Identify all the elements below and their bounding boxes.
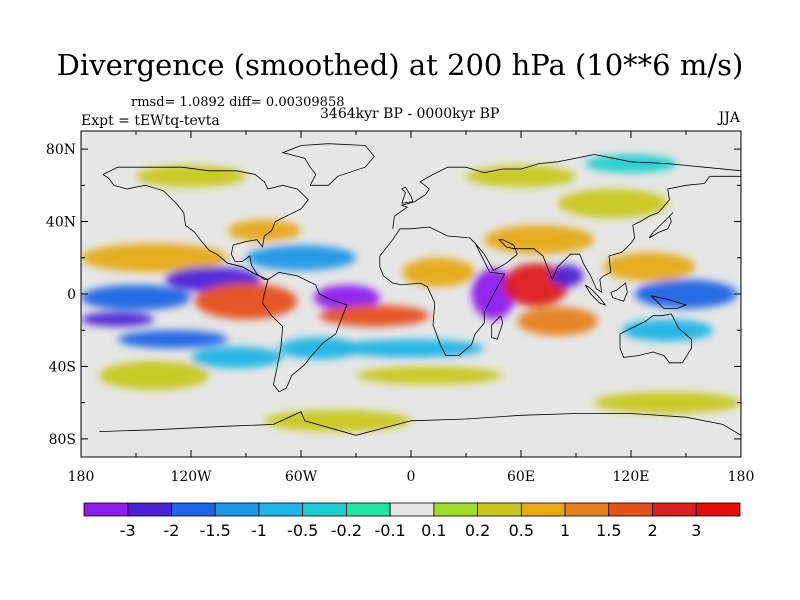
divergence-blob — [99, 361, 210, 390]
colorbar-label: -0.1 — [375, 521, 406, 540]
colorbar-swatch — [389, 502, 435, 517]
lat-tick-label: 80N — [46, 142, 76, 158]
divergence-blob — [634, 279, 738, 309]
colorbar-label: -1.5 — [200, 521, 231, 540]
divergence-blob — [246, 245, 356, 271]
colorbar-swatch — [214, 502, 260, 517]
colorbar-swatch — [171, 502, 216, 517]
lat-tick-label: 80S — [49, 432, 76, 448]
divergence-blob — [313, 284, 380, 311]
divergence-blob — [594, 391, 741, 414]
chart-title: Divergence (smoothed) at 200 hPa (10**6 … — [56, 48, 744, 82]
colorbar: -3 -2 -1.5 -1 -0.5 -0.2 -0.1 0.1 0.2 0.5 1 1.5 2 3 — [83, 502, 741, 540]
lon-tick-label: 120E — [613, 469, 650, 485]
divergence-blob — [81, 312, 155, 327]
coastline — [392, 154, 741, 229]
divergence-blob — [194, 283, 298, 320]
divergence-blob — [191, 346, 283, 369]
colorbar-swatch — [302, 502, 347, 517]
colorbar-label: 0.2 — [465, 521, 490, 540]
colorbar-label: -0.5 — [287, 521, 318, 540]
colorbar-swatch — [83, 502, 129, 517]
divergence-blob — [621, 319, 714, 342]
colorbar-label: -0.2 — [331, 521, 362, 540]
coastline — [99, 411, 741, 436]
divergence-field — [81, 154, 741, 432]
colorbar-swatch — [608, 502, 653, 517]
colorbar-label: -1 — [251, 521, 267, 540]
experiment-label: Expt = tEWtq-tevta — [81, 113, 220, 129]
colorbar-swatch — [695, 502, 741, 517]
coastlines — [99, 143, 741, 436]
colorbar-swatch — [433, 502, 479, 517]
colorbar-label: 1.5 — [596, 521, 621, 540]
axis-ticks: 80N 40N 0 40S 80S 180 120W 60W 0 60E 120E 180 — [46, 131, 754, 485]
lon-tick-label: 180 — [728, 469, 755, 485]
divergence-blob — [484, 225, 595, 255]
colorbar-swatch — [477, 502, 522, 517]
divergence-blob — [81, 243, 228, 273]
divergence-blob — [401, 257, 476, 287]
coastline — [474, 175, 741, 294]
coastline — [610, 282, 628, 302]
divergence-blob — [319, 304, 430, 327]
colorbar-label: 0.5 — [509, 521, 534, 540]
map-plot-area — [81, 131, 741, 457]
coastline — [619, 313, 692, 364]
period-label: 3464kyr BP - 0000kyr BP — [320, 106, 500, 122]
divergence-blob — [264, 409, 411, 432]
coastline — [281, 143, 375, 186]
lon-tick-label: 0 — [407, 469, 416, 485]
coastline — [379, 226, 506, 356]
coastline — [584, 284, 607, 306]
divergence-blob — [550, 265, 584, 287]
divergence-blob — [356, 366, 503, 385]
colorbar-label: 3 — [691, 521, 701, 540]
divergence-blob — [517, 306, 599, 336]
lat-tick-label: 40N — [46, 215, 76, 231]
coastline — [401, 186, 414, 204]
divergence-blob — [603, 252, 696, 282]
colorbar-swatch — [564, 502, 610, 517]
divergence-blob — [81, 284, 191, 311]
lon-tick-label: 60W — [285, 469, 318, 485]
coastline — [102, 166, 309, 280]
coastline — [650, 295, 688, 309]
lat-tick-label: 40S — [49, 359, 76, 375]
divergence-blob — [227, 219, 301, 242]
colorbar-label: 0.1 — [421, 521, 446, 540]
divergence-blob — [337, 339, 485, 358]
rmsd-stats-label: rmsd= 1.0892 diff= 0.00309858 — [131, 95, 345, 110]
season-label: JJA — [718, 110, 740, 126]
divergence-blob — [117, 330, 228, 349]
lat-tick-label: 0 — [67, 287, 76, 303]
colorbar-label: -2 — [163, 521, 179, 540]
colorbar-label: 2 — [647, 521, 657, 540]
colorbar-swatch — [520, 502, 566, 517]
coastline — [262, 271, 348, 393]
colorbar-swatch — [258, 502, 304, 517]
colorbar-label: -3 — [120, 521, 136, 540]
colorbar-swatch — [345, 502, 391, 517]
divergence-blob — [585, 154, 677, 173]
divergence-blob — [279, 337, 360, 360]
coastline — [491, 315, 504, 340]
lon-tick-label: 60E — [507, 469, 535, 485]
colorbar-swatch — [652, 502, 697, 517]
colorbar-label: 1 — [560, 521, 570, 540]
colorbar-swatch — [127, 502, 172, 517]
coastline — [648, 212, 674, 239]
lon-tick-label: 120W — [170, 469, 212, 485]
divergence-blob — [557, 188, 668, 218]
lon-tick-label: 180 — [68, 469, 95, 485]
